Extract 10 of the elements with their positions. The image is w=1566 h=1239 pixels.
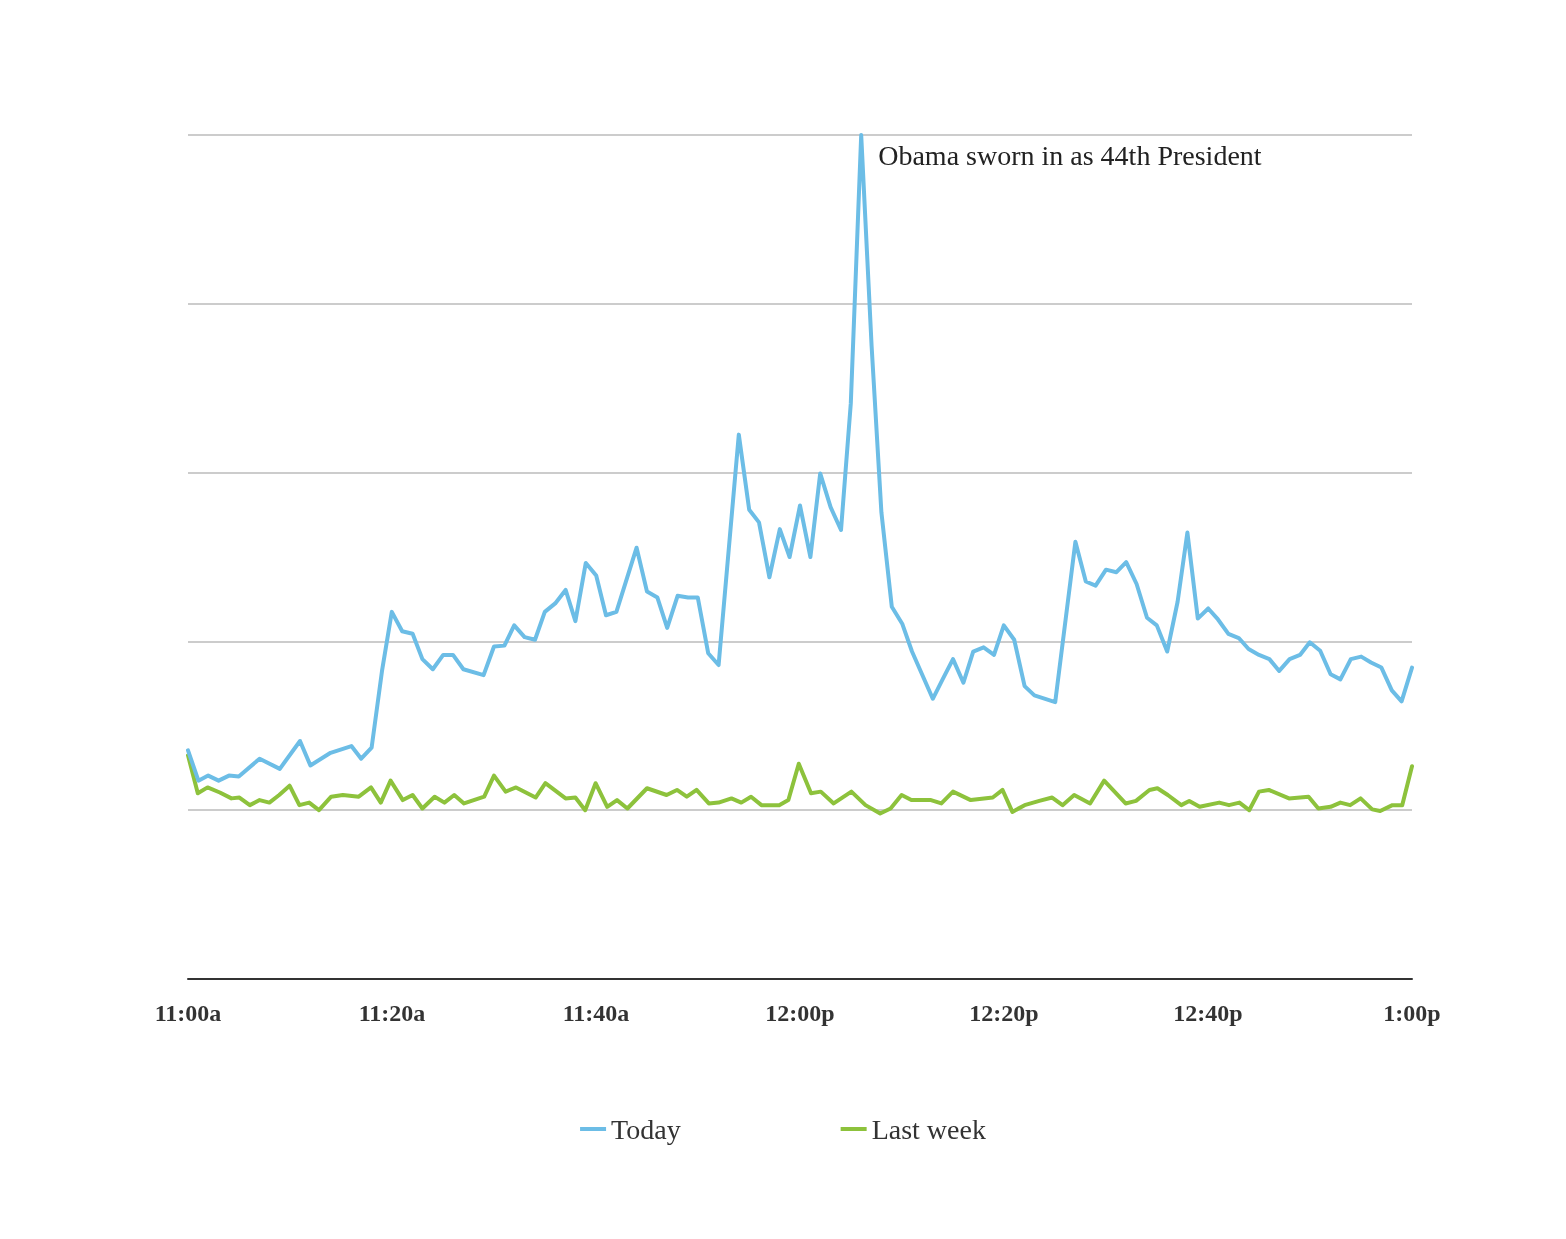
x-tick-label: 11:20a — [358, 1000, 426, 1026]
x-tick-label: 1:00p — [1383, 1000, 1441, 1026]
x-tick-label: 11:00a — [154, 1000, 222, 1026]
annotation: Obama sworn in as 44th President — [878, 139, 1262, 171]
x-tick-label: 12:40p — [1173, 1000, 1243, 1026]
x-tick-label: 11:40a — [562, 1000, 630, 1026]
x-tick-label: 12:00p — [765, 1000, 835, 1026]
x-tick-label: 12:20p — [969, 1000, 1039, 1026]
legend-label: Today — [611, 1113, 681, 1145]
legend-label: Last week — [871, 1113, 986, 1145]
